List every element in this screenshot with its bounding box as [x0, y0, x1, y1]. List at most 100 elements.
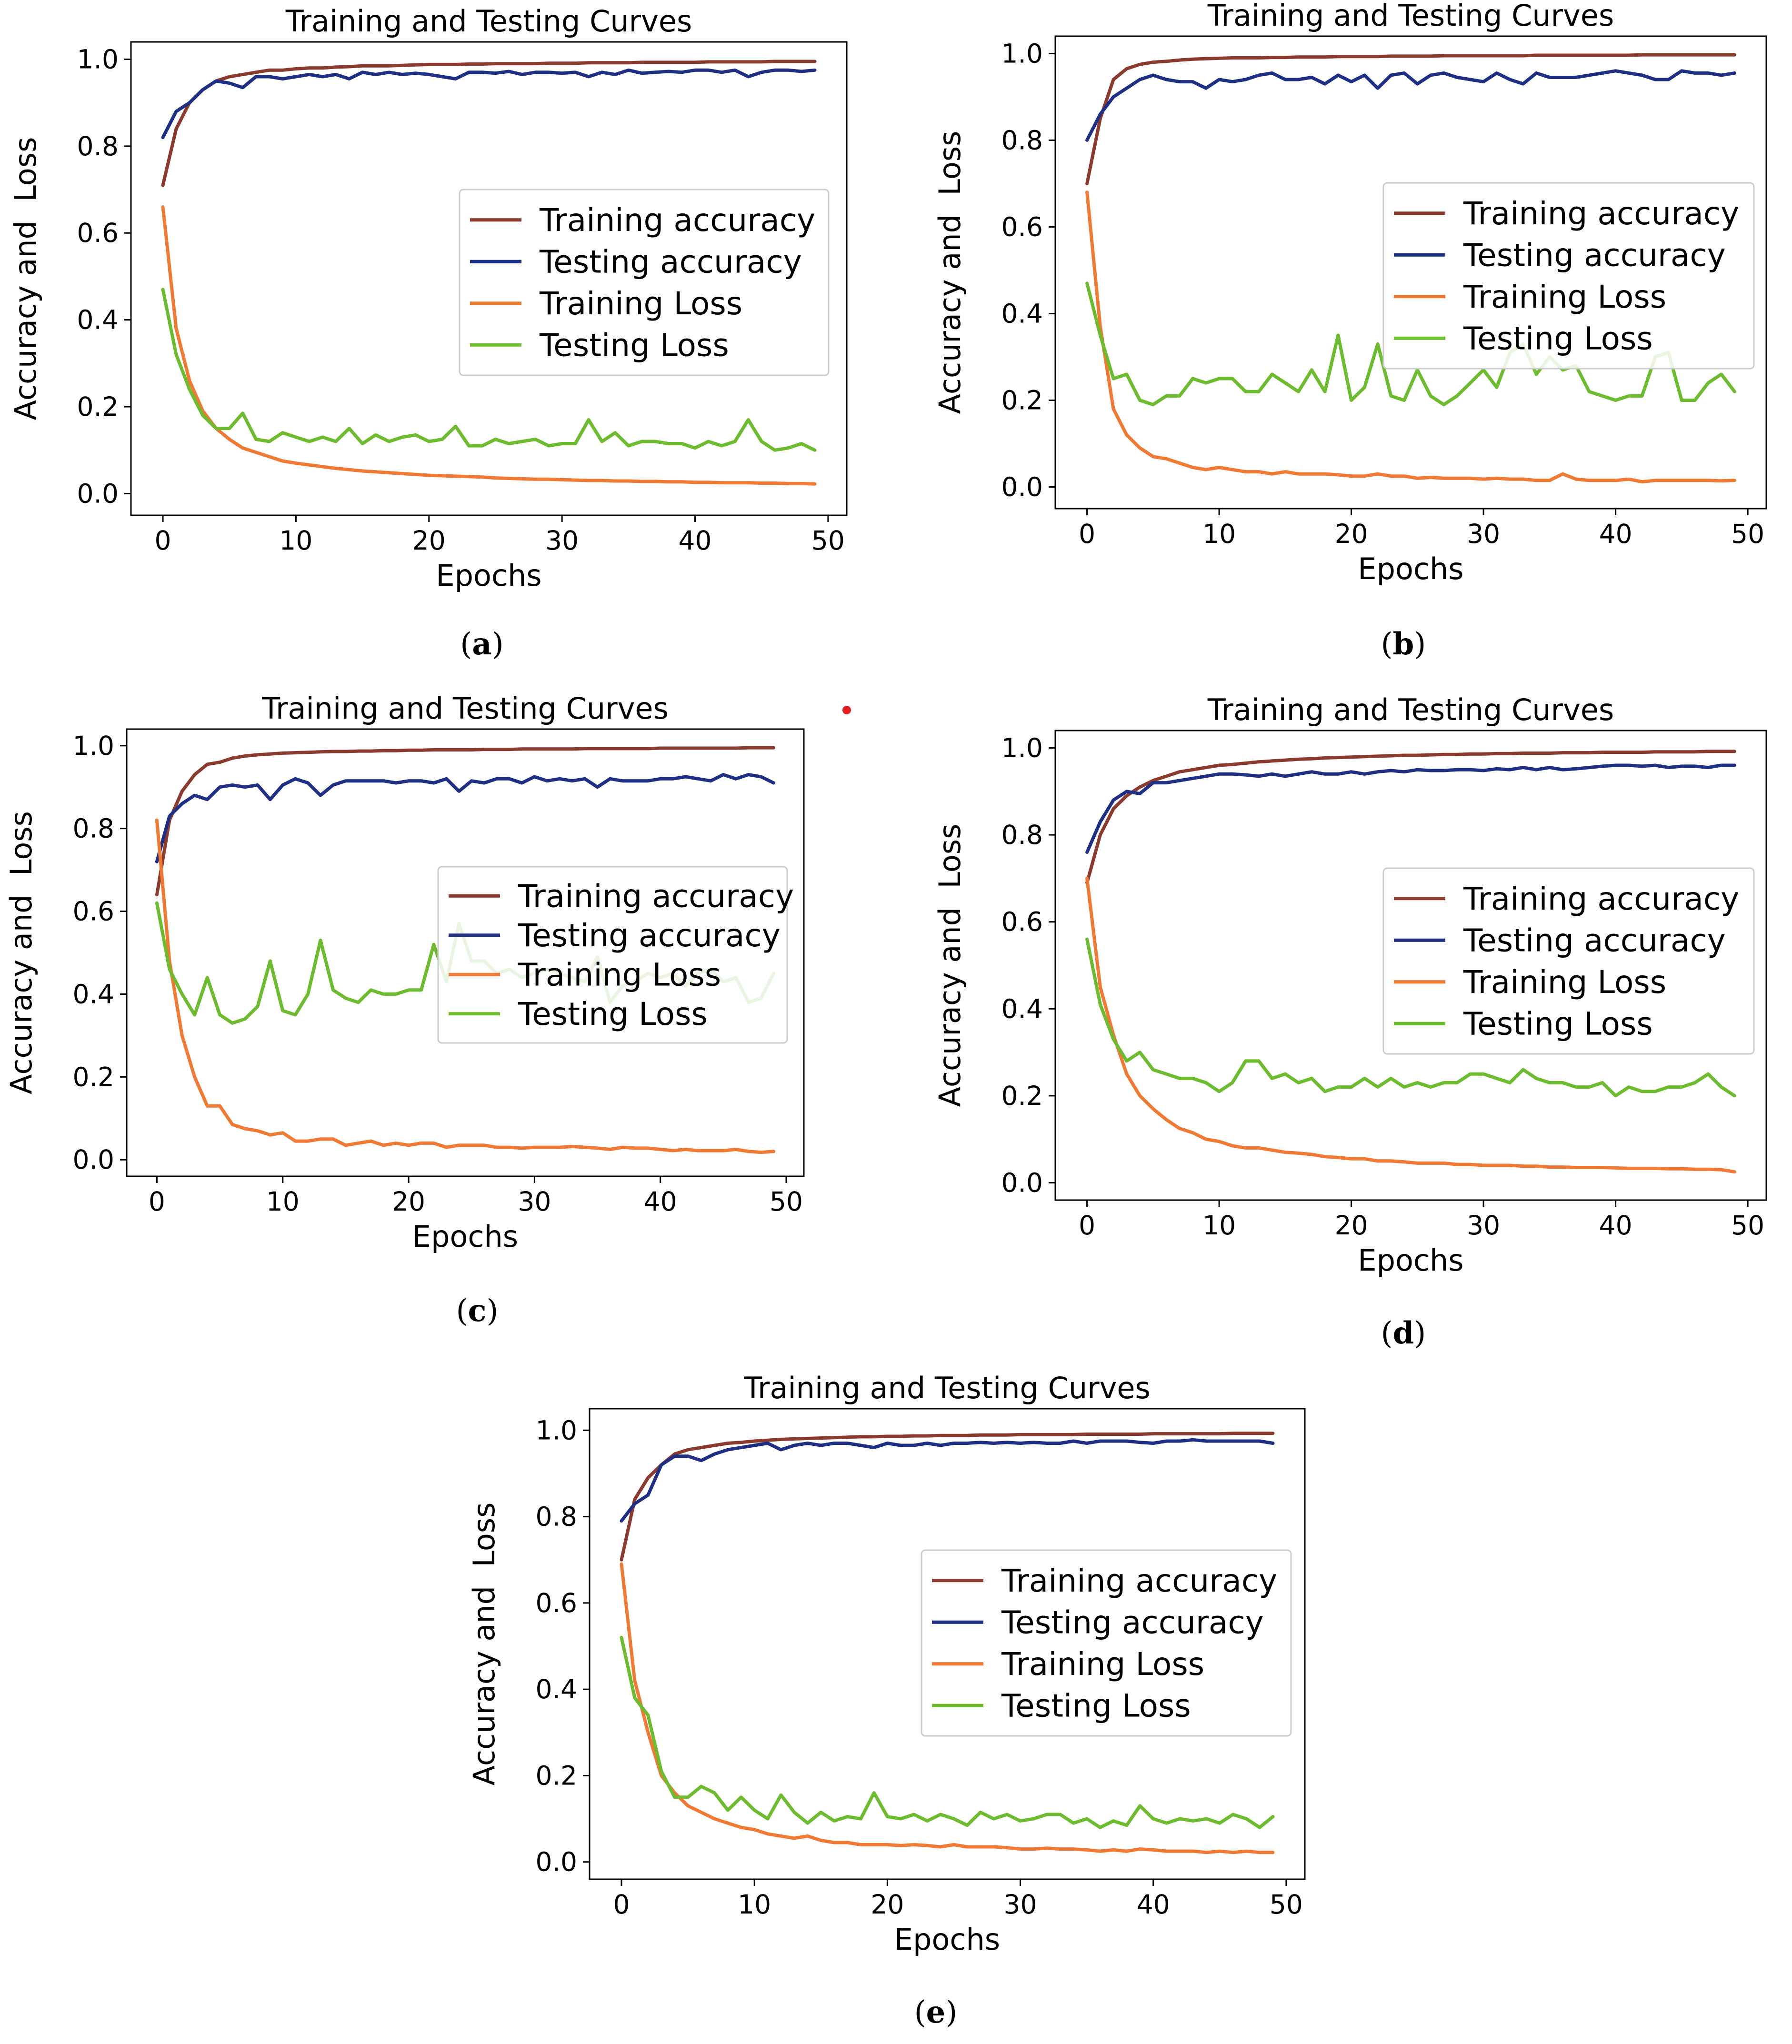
plot-frame	[1054, 730, 1767, 1201]
y-tick-label: 0.8	[1001, 125, 1043, 155]
legend-box	[1382, 182, 1755, 370]
y-axis-label: Accuracy and Loss	[4, 811, 39, 1094]
legend-label-train-acc: Training accuracy	[518, 878, 794, 914]
legend-label-test-acc: Testing accuracy	[518, 917, 781, 954]
x-tick-label: 20	[412, 525, 446, 556]
x-tick-label: 20	[1335, 519, 1368, 549]
legend-label-train-acc: Training accuracy	[1001, 1563, 1277, 1599]
series-line-train-loss	[620, 1562, 1275, 1854]
legend-label-train-loss: Training Loss	[1463, 964, 1666, 1001]
x-tick-label: 20	[871, 1889, 904, 1920]
series-line-test-loss	[1085, 281, 1736, 407]
legend-box	[459, 189, 830, 376]
legend-label-test-loss: Testing Loss	[539, 327, 729, 363]
series-line-test-loss	[620, 1635, 1275, 1829]
x-tick-label: 40	[679, 525, 712, 556]
y-axis-label: Accuracy and Loss	[932, 131, 967, 414]
caption-b: (b)	[1381, 626, 1426, 662]
x-axis-label: Epochs	[894, 1922, 1000, 1957]
series-line-test-acc	[1085, 69, 1736, 142]
y-tick-label: 0.8	[536, 1502, 577, 1532]
y-tick-label: 0.8	[77, 131, 119, 161]
x-axis-label: Epochs	[412, 1219, 518, 1254]
y-tick-label: 0.2	[1001, 1081, 1043, 1111]
y-tick-label: 0.2	[536, 1760, 577, 1791]
y-tick-label: 0.0	[1001, 471, 1043, 502]
series-line-test-acc	[161, 68, 817, 140]
x-tick-label: 50	[811, 525, 845, 556]
x-tick-label: 30	[1004, 1889, 1037, 1920]
x-tick-label: 0	[155, 525, 171, 556]
y-axis-label: Accuracy and Loss	[467, 1503, 501, 1786]
chart-title: Training and Testing Curves	[285, 4, 692, 39]
y-axis-label: Accuracy and Loss	[932, 824, 967, 1107]
chart-title: Training and Testing Curves	[743, 1371, 1151, 1405]
x-tick-label: 50	[770, 1186, 803, 1217]
legend-label-train-acc: Training accuracy	[1463, 881, 1739, 917]
legend-label-test-loss: Testing Loss	[1001, 1687, 1191, 1724]
legend-box	[921, 1549, 1292, 1737]
x-tick-label: 30	[518, 1186, 551, 1217]
plot-frame	[126, 728, 805, 1177]
legend: Training accuracy Testing accuracy Trainin…	[921, 1549, 1292, 1737]
y-tick-label: 1.0	[77, 44, 119, 74]
x-tick-label: 0	[1079, 1210, 1095, 1241]
chart-title: Training and Testing Curves	[1207, 0, 1614, 33]
series-line-train-acc	[161, 60, 817, 187]
y-tick-label: 0.6	[536, 1588, 577, 1618]
legend-box	[1382, 867, 1755, 1055]
caption-c: (c)	[456, 1293, 499, 1329]
legend-label-train-loss: Training Loss	[1001, 1646, 1204, 1683]
series-line-test-acc	[1085, 763, 1736, 854]
x-tick-label: 50	[1731, 519, 1764, 549]
chart-title: Training and Testing Curves	[261, 691, 669, 726]
y-tick-label: 0.0	[77, 478, 119, 509]
y-tick-label: 0.8	[73, 813, 114, 844]
x-tick-label: 10	[1202, 519, 1236, 549]
series-line-train-acc	[1085, 750, 1736, 884]
x-axis-label: Epochs	[1358, 551, 1463, 586]
x-axis-label: Epochs	[1358, 1243, 1463, 1278]
series-line-train-acc	[620, 1432, 1275, 1562]
plot-frame	[130, 41, 848, 516]
legend-label-test-acc: Testing accuracy	[1001, 1604, 1264, 1641]
x-tick-label: 40	[644, 1186, 677, 1217]
x-tick-label: 10	[1202, 1210, 1236, 1241]
legend-label-train-loss: Training Loss	[518, 956, 721, 993]
chart-title: Training and Testing Curves	[1207, 692, 1614, 727]
y-tick-label: 0.0	[73, 1144, 114, 1175]
x-tick-label: 0	[1079, 519, 1095, 549]
series-line-train-acc	[1085, 53, 1736, 185]
x-tick-label: 0	[149, 1186, 165, 1217]
series-line-train-acc	[155, 746, 776, 897]
series-line-train-loss	[155, 818, 776, 1154]
y-tick-label: 0.6	[77, 218, 119, 248]
legend-label-train-acc: Training accuracy	[539, 202, 815, 239]
y-tick-label: 1.0	[1001, 733, 1043, 763]
plot-frame	[1054, 35, 1767, 510]
y-tick-label: 0.4	[1001, 298, 1043, 329]
legend-box	[437, 866, 788, 1044]
x-tick-label: 20	[392, 1186, 425, 1217]
legend-label-test-acc: Testing accuracy	[1463, 922, 1726, 959]
x-tick-label: 40	[1599, 519, 1632, 549]
legend-label-train-loss: Training Loss	[539, 285, 742, 322]
x-tick-label: 10	[279, 525, 312, 556]
legend: Training accuracy Testing accuracy Trainin…	[1382, 867, 1755, 1055]
y-tick-label: 0.2	[1001, 385, 1043, 415]
series-line-test-acc	[155, 773, 776, 863]
legend-label-test-loss: Testing Loss	[1463, 1005, 1653, 1042]
y-tick-label: 0.4	[77, 305, 119, 335]
y-tick-label: 0.0	[536, 1847, 577, 1877]
y-tick-label: 0.6	[1001, 211, 1043, 242]
legend-label-test-acc: Testing accuracy	[539, 243, 802, 280]
y-tick-label: 0.4	[536, 1674, 577, 1704]
y-axis-label: Accuracy and Loss	[8, 137, 43, 421]
caption-d: (d)	[1381, 1315, 1426, 1351]
x-tick-label: 30	[1467, 1210, 1500, 1241]
